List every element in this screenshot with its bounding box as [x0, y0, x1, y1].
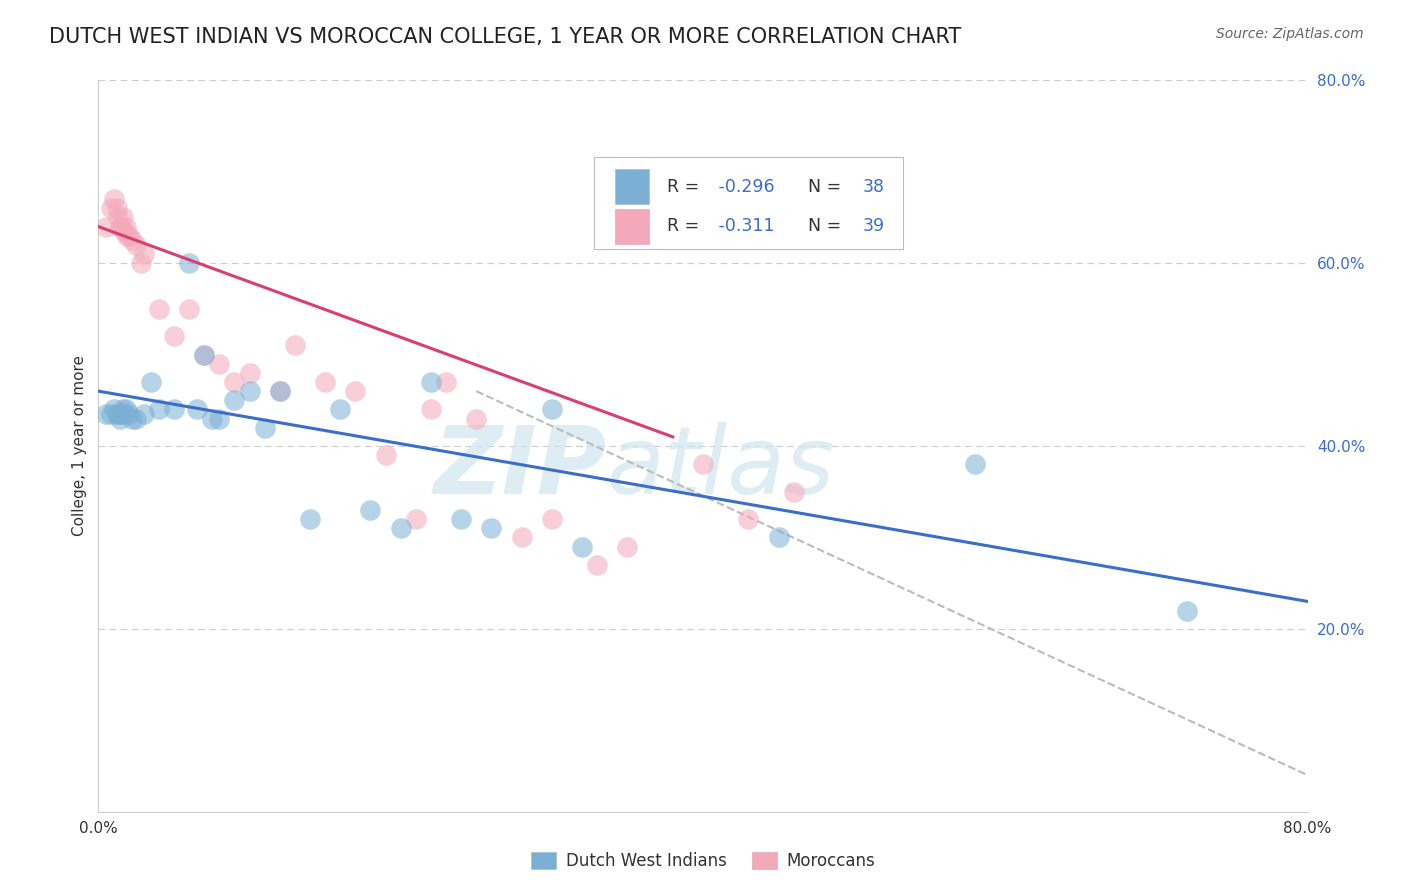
Point: [163, 329, 186, 343]
Point: [121, 411, 143, 425]
Point: [374, 448, 396, 462]
Point: [110, 407, 132, 421]
Point: [783, 484, 806, 499]
Bar: [614, 169, 648, 204]
Point: [125, 238, 148, 252]
Text: 39: 39: [863, 218, 884, 235]
Point: [163, 402, 186, 417]
Point: [540, 512, 562, 526]
FancyBboxPatch shape: [595, 157, 903, 249]
Point: [224, 375, 246, 389]
Point: [179, 256, 201, 270]
Point: [129, 256, 152, 270]
Point: [420, 402, 443, 417]
Text: N =: N =: [797, 218, 846, 235]
Text: -0.296: -0.296: [713, 178, 775, 196]
Point: [737, 512, 759, 526]
Point: [114, 219, 136, 234]
Point: [105, 407, 128, 421]
Point: [269, 384, 291, 398]
Text: DUTCH WEST INDIAN VS MOROCCAN COLLEGE, 1 YEAR OR MORE CORRELATION CHART: DUTCH WEST INDIAN VS MOROCCAN COLLEGE, 1…: [49, 27, 962, 46]
Point: [103, 402, 125, 417]
Point: [132, 407, 155, 421]
Point: [94, 219, 117, 234]
Text: R =: R =: [666, 178, 704, 196]
Point: [111, 211, 134, 225]
Point: [132, 247, 155, 261]
Point: [179, 301, 201, 316]
Point: [616, 540, 638, 554]
Point: [100, 201, 122, 215]
Point: [481, 521, 503, 535]
Point: [193, 347, 215, 362]
Point: [314, 375, 336, 389]
Point: [103, 192, 125, 206]
Point: [100, 407, 122, 421]
Point: [344, 384, 367, 398]
Point: [125, 411, 148, 425]
Point: [269, 384, 291, 398]
Point: [239, 366, 262, 380]
Point: [434, 375, 457, 389]
Point: [586, 558, 609, 572]
Text: 38: 38: [863, 178, 884, 196]
Point: [121, 233, 143, 247]
Text: N =: N =: [797, 178, 846, 196]
Point: [148, 301, 170, 316]
Point: [107, 407, 129, 421]
Point: [540, 402, 562, 417]
Point: [114, 402, 136, 417]
Point: [111, 402, 134, 417]
Point: [360, 503, 382, 517]
Point: [193, 347, 215, 362]
Text: ZIP: ZIP: [433, 422, 606, 514]
Text: -0.311: -0.311: [713, 218, 775, 235]
Point: [1175, 603, 1198, 617]
Point: [94, 407, 117, 421]
Point: [118, 407, 141, 421]
Legend: Dutch West Indians, Moroccans: Dutch West Indians, Moroccans: [524, 845, 882, 877]
Point: [110, 219, 132, 234]
Point: [299, 512, 322, 526]
Point: [118, 228, 141, 243]
Point: [108, 411, 131, 425]
Point: [692, 457, 714, 471]
Point: [208, 357, 231, 371]
Point: [450, 512, 472, 526]
Point: [465, 411, 488, 425]
Point: [284, 338, 307, 352]
Text: atlas: atlas: [606, 423, 835, 514]
Point: [571, 540, 593, 554]
Point: [253, 421, 276, 435]
Bar: [614, 209, 648, 244]
Point: [224, 393, 246, 408]
Point: [208, 411, 231, 425]
Point: [112, 224, 135, 238]
Point: [329, 402, 352, 417]
Point: [105, 201, 128, 215]
Point: [405, 512, 427, 526]
Point: [768, 530, 790, 544]
Point: [239, 384, 262, 398]
Text: R =: R =: [666, 218, 704, 235]
Point: [389, 521, 412, 535]
Point: [115, 228, 138, 243]
Point: [201, 411, 224, 425]
Point: [420, 375, 443, 389]
Point: [107, 211, 129, 225]
Point: [108, 219, 131, 234]
Point: [965, 457, 987, 471]
Point: [148, 402, 170, 417]
Point: [141, 375, 163, 389]
Point: [510, 530, 533, 544]
Text: Source: ZipAtlas.com: Source: ZipAtlas.com: [1216, 27, 1364, 41]
Point: [186, 402, 208, 417]
Y-axis label: College, 1 year or more: College, 1 year or more: [72, 356, 87, 536]
Point: [112, 407, 135, 421]
